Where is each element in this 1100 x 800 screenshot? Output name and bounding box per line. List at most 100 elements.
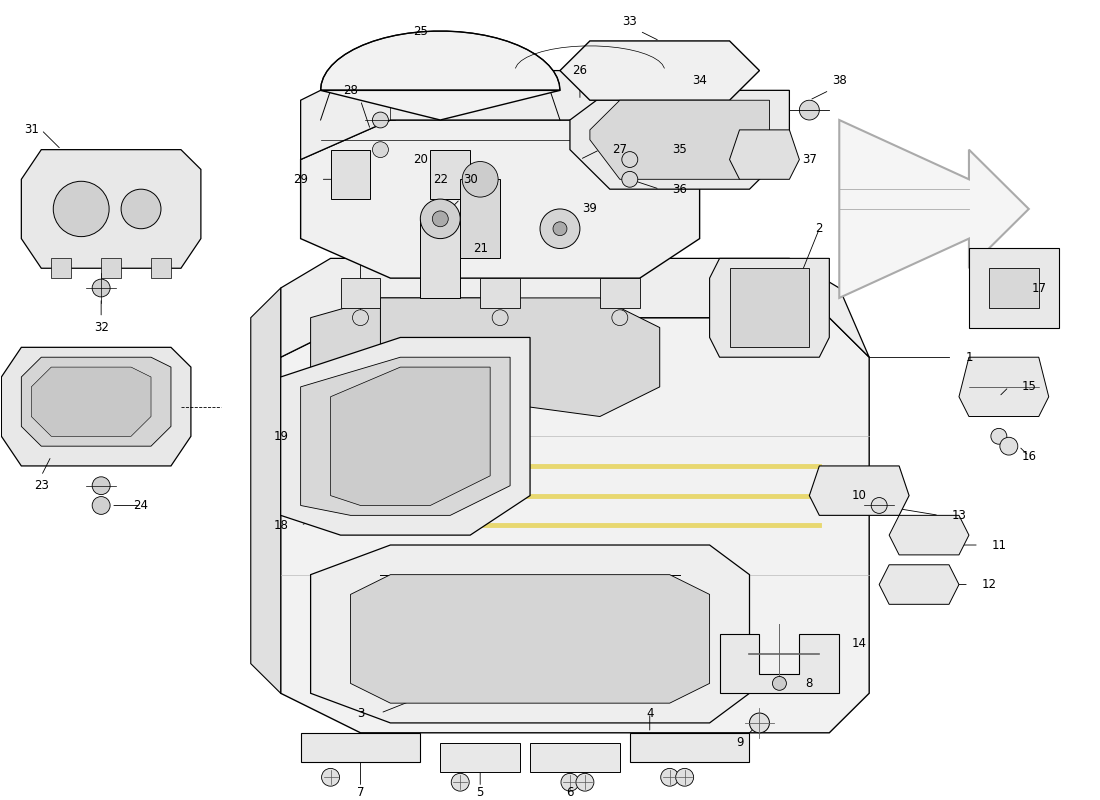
Text: 28: 28 [343, 84, 358, 97]
Polygon shape [810, 466, 909, 515]
Text: 29: 29 [293, 173, 308, 186]
Polygon shape [151, 258, 170, 278]
Circle shape [373, 112, 388, 128]
Circle shape [420, 199, 460, 238]
Circle shape [432, 211, 449, 226]
Circle shape [462, 162, 498, 197]
Text: 22: 22 [432, 173, 448, 186]
Polygon shape [21, 150, 201, 268]
Polygon shape [300, 120, 700, 278]
Text: 20: 20 [412, 153, 428, 166]
Polygon shape [21, 358, 171, 446]
Polygon shape [440, 742, 520, 772]
Polygon shape [600, 278, 640, 308]
Text: 15: 15 [1022, 380, 1036, 394]
Polygon shape [839, 120, 1028, 298]
Polygon shape [989, 268, 1038, 308]
Circle shape [121, 189, 161, 229]
Circle shape [492, 310, 508, 326]
Circle shape [621, 152, 638, 167]
Polygon shape [630, 733, 749, 762]
Circle shape [373, 142, 388, 158]
Polygon shape [879, 565, 959, 604]
Polygon shape [729, 268, 810, 347]
Text: 37: 37 [802, 153, 817, 166]
Text: 26: 26 [572, 64, 587, 77]
Text: 5: 5 [476, 786, 484, 798]
Circle shape [321, 768, 340, 786]
Text: 35: 35 [672, 143, 688, 156]
Polygon shape [590, 100, 769, 179]
Polygon shape [381, 298, 660, 417]
Circle shape [612, 310, 628, 326]
Circle shape [540, 209, 580, 249]
Polygon shape [251, 288, 280, 694]
Text: eurospares: eurospares [352, 382, 808, 451]
Polygon shape [101, 258, 121, 278]
Text: 1: 1 [965, 350, 972, 364]
Text: 30: 30 [463, 173, 477, 186]
Text: 14: 14 [851, 638, 867, 650]
Circle shape [675, 768, 694, 786]
Circle shape [800, 100, 820, 120]
Polygon shape [560, 41, 759, 100]
Circle shape [1000, 438, 1018, 455]
Polygon shape [331, 150, 371, 199]
Polygon shape [570, 90, 790, 189]
Text: 24: 24 [133, 499, 148, 512]
Text: 6: 6 [566, 786, 574, 798]
Circle shape [53, 182, 109, 237]
Text: 8: 8 [805, 677, 813, 690]
Polygon shape [320, 31, 560, 120]
Text: 7: 7 [356, 786, 364, 798]
Polygon shape [889, 515, 969, 555]
Polygon shape [310, 298, 500, 387]
Text: 27: 27 [613, 143, 627, 156]
Text: 33: 33 [623, 14, 637, 28]
Circle shape [772, 677, 786, 690]
Text: 3: 3 [356, 706, 364, 719]
Text: 21: 21 [473, 242, 487, 255]
Polygon shape [969, 249, 1058, 327]
Polygon shape [719, 634, 839, 694]
Polygon shape [300, 70, 700, 159]
Circle shape [553, 222, 566, 236]
Polygon shape [710, 258, 829, 358]
Circle shape [92, 497, 110, 514]
Text: 34: 34 [692, 74, 707, 87]
Text: 13: 13 [952, 509, 967, 522]
Circle shape [92, 477, 110, 494]
Text: 23: 23 [34, 479, 48, 492]
Text: 31: 31 [24, 123, 38, 136]
Circle shape [92, 279, 110, 297]
Circle shape [621, 171, 638, 187]
Polygon shape [52, 258, 72, 278]
Polygon shape [310, 545, 749, 723]
Text: 18: 18 [273, 518, 288, 532]
Polygon shape [280, 318, 869, 733]
Text: 16: 16 [1021, 450, 1036, 462]
Circle shape [661, 768, 679, 786]
Polygon shape [280, 338, 530, 535]
Text: 32: 32 [94, 321, 109, 334]
Text: 19: 19 [273, 430, 288, 442]
Polygon shape [729, 130, 800, 179]
Circle shape [871, 498, 887, 514]
Circle shape [451, 774, 470, 791]
Text: 12: 12 [981, 578, 997, 591]
Text: 36: 36 [672, 182, 688, 196]
Text: 38: 38 [832, 74, 847, 87]
Polygon shape [460, 179, 500, 258]
Polygon shape [31, 367, 151, 436]
Text: 9: 9 [736, 736, 744, 749]
Polygon shape [300, 358, 510, 515]
Text: 17: 17 [1032, 282, 1046, 294]
Text: 39: 39 [583, 202, 597, 215]
Circle shape [352, 310, 368, 326]
Text: 2: 2 [815, 222, 823, 235]
Text: 25: 25 [412, 25, 428, 38]
Text: 11: 11 [991, 538, 1006, 551]
Polygon shape [481, 278, 520, 308]
Polygon shape [530, 742, 619, 772]
Text: 10: 10 [851, 489, 867, 502]
